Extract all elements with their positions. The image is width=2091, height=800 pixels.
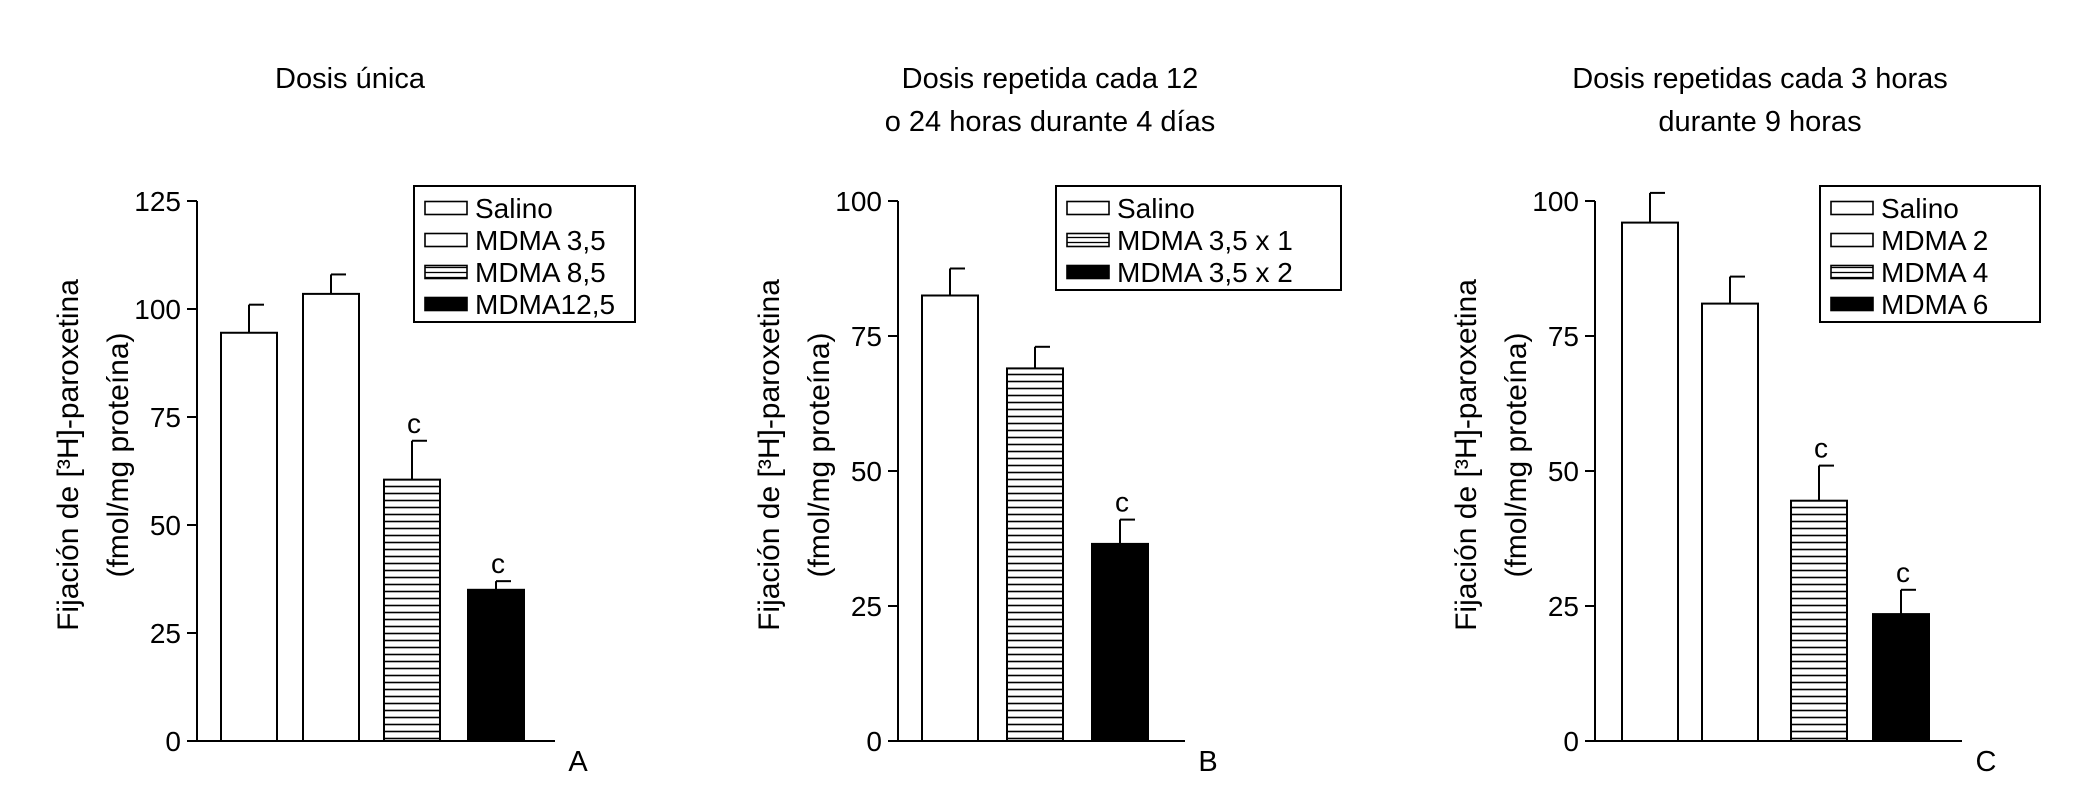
legend-item-label: MDMA 3,5 x 1 (1117, 225, 1293, 256)
y-tick-label: 25 (150, 618, 181, 649)
legend-swatch (424, 200, 468, 216)
chart-title-line: durante 9 horas (1658, 106, 1861, 138)
y-axis-label: Fijación de [³H]-paroxetina (753, 279, 786, 631)
legend-swatch (424, 232, 468, 248)
significance-label: c (1814, 433, 1828, 464)
legend-swatch (1066, 264, 1110, 280)
y-tick-label: 100 (1532, 186, 1579, 217)
bar-3 (1790, 499, 1848, 743)
y-tick-label: 100 (134, 294, 181, 325)
legend-item-label: MDMA 3,5 (475, 225, 606, 256)
y-tick-label: 50 (1548, 456, 1579, 487)
y-tick-label: 50 (851, 456, 882, 487)
legend-item-label: Salino (1881, 193, 1959, 224)
legend-item-label: MDMA12,5 (475, 289, 615, 320)
y-tick-label: 0 (866, 726, 882, 757)
y-tick-label: 75 (1548, 321, 1579, 352)
significance-label: c (1896, 557, 1910, 588)
y-tick-label: 125 (134, 186, 181, 217)
y-tick-label: 0 (165, 726, 181, 757)
legend-item-label: Salino (1117, 193, 1195, 224)
y-axis-label: Fijación de [³H]-paroxetina (52, 279, 85, 631)
legend-item-label: MDMA 4 (1881, 257, 1988, 288)
chart-title-line: Dosis repetida cada 12 (902, 63, 1199, 95)
bar-2 (1701, 302, 1759, 742)
legend-item-label: MDMA 2 (1881, 225, 1988, 256)
legend-item-label: MDMA 3,5 x 2 (1117, 257, 1293, 288)
bar-1 (921, 294, 979, 742)
bar-3 (383, 478, 441, 742)
legend-item-label: Salino (475, 193, 553, 224)
legend-swatch (1830, 264, 1874, 280)
legend-item-label: MDMA 6 (1881, 289, 1988, 320)
significance-label: c (1115, 487, 1129, 518)
legend-item-label: MDMA 8,5 (475, 257, 606, 288)
chart-title-line: Dosis repetidas cada 3 horas (1572, 63, 1948, 95)
y-tick-label: 75 (150, 402, 181, 433)
y-tick-label: 100 (835, 186, 882, 217)
legend-swatch (424, 264, 468, 280)
bar-4 (1872, 613, 1930, 742)
panel-letter: C (1976, 746, 1997, 778)
y-axis-label: (fmol/mg proteína) (102, 332, 135, 577)
y-axis-label: (fmol/mg proteína) (803, 332, 836, 577)
legend-swatch (1830, 296, 1874, 312)
y-axis-label: (fmol/mg proteína) (1500, 332, 1533, 577)
legend-swatch (1066, 200, 1110, 216)
y-tick-label: 25 (851, 591, 882, 622)
bar-2 (1006, 367, 1064, 742)
legend-swatch (424, 296, 468, 312)
bar-2 (302, 292, 360, 742)
y-tick-label: 50 (150, 510, 181, 541)
y-tick-label: 75 (851, 321, 882, 352)
bar-1 (220, 331, 278, 742)
chart-panel-A: Dosis única Fijación de [³H]-paroxetina (f… (52, 63, 636, 778)
significance-label: c (407, 408, 421, 439)
panel-letter: A (568, 746, 588, 778)
y-axis-label: Fijación de [³H]-paroxetina (1450, 279, 1483, 631)
chart-title-line: Dosis única (275, 63, 426, 95)
significance-label: c (491, 548, 505, 579)
legend-swatch (1830, 232, 1874, 248)
legend-swatch (1830, 200, 1874, 216)
y-tick-label: 0 (1563, 726, 1579, 757)
chart-panel-C: Dosis repetidas cada 3 horas durante 9 ho… (1450, 63, 2041, 778)
panel-letter: B (1198, 746, 1217, 778)
bar-1 (1621, 221, 1679, 743)
chart-panel-B: Dosis repetida cada 12 o 24 horas durante… (753, 63, 1342, 778)
chart-title-line: o 24 horas durante 4 días (885, 106, 1216, 138)
bar-4 (467, 588, 525, 742)
y-tick-label: 25 (1548, 591, 1579, 622)
bar-3 (1091, 542, 1149, 743)
legend-swatch (1066, 232, 1110, 248)
